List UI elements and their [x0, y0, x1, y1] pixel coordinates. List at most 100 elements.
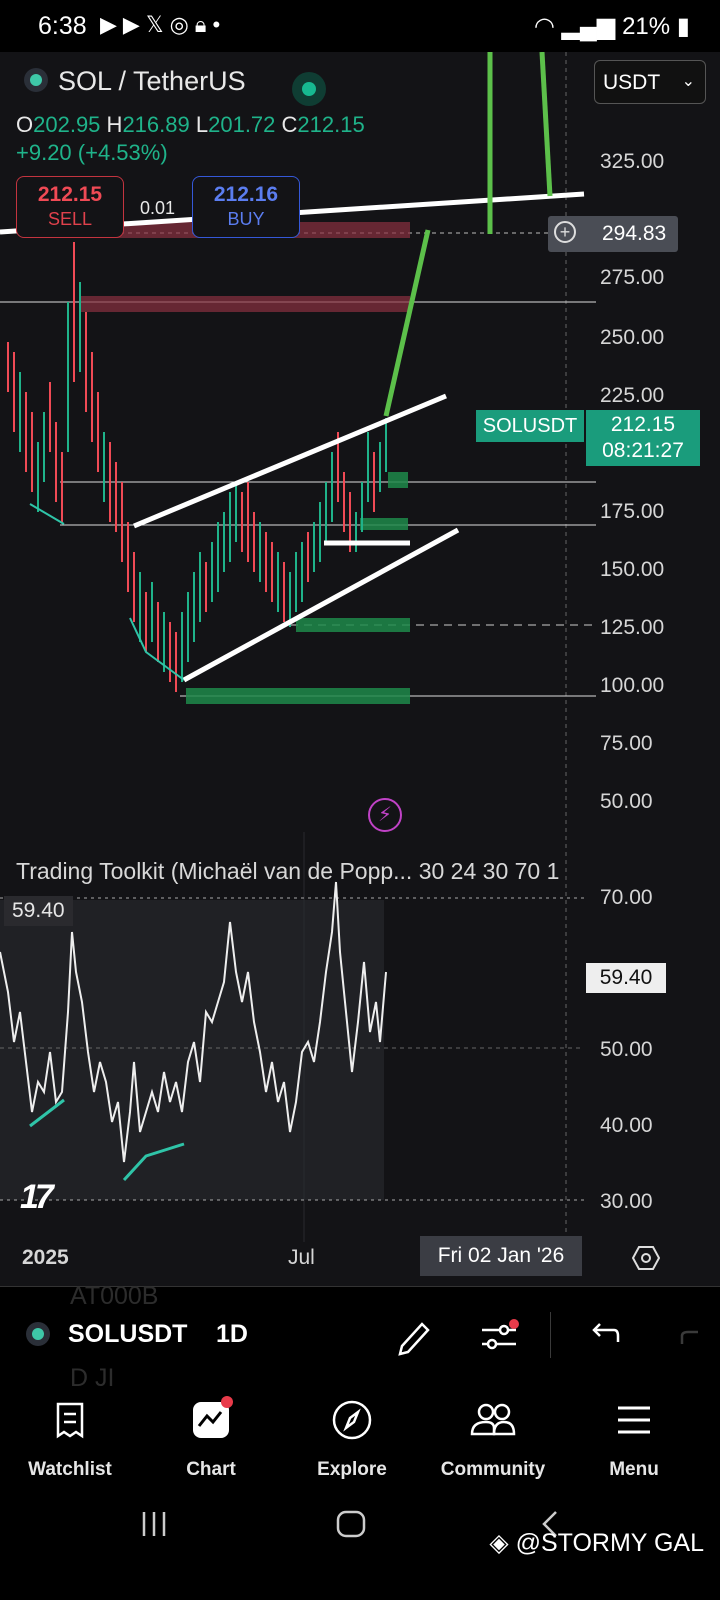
buy-price: 212.16: [213, 183, 279, 206]
indicator-last-value-tag: 59.40: [586, 963, 666, 993]
price-tick: 100.00: [600, 674, 665, 697]
watermark: ◈ @STORMY GAL: [489, 1528, 704, 1558]
channel-top[interactable]: [133, 393, 447, 529]
crosshair-price-label[interactable]: + 294.83: [548, 216, 678, 252]
ohlc-row: O202.95 H216.89 L201.72 C212.15: [16, 112, 365, 137]
indicator-value-label: 59.40: [4, 896, 73, 926]
signal-icon: ▂▄▆: [561, 13, 616, 40]
status-time: 6:38: [38, 12, 87, 40]
status-bar: 6:38 ▶▶𝕏◎🔒︎• ◠ ▂▄▆ 21% ▮: [0, 0, 720, 52]
compass-icon: [332, 1400, 372, 1440]
toolbar-divider: [550, 1312, 551, 1358]
buy-button[interactable]: 212.16 BUY: [192, 176, 300, 238]
interval-selector[interactable]: 1D: [216, 1320, 248, 1348]
community-icon: [470, 1403, 516, 1436]
price-tick: 75.00: [600, 732, 653, 755]
undo-icon[interactable]: [588, 1320, 620, 1350]
last-price: 212.15: [610, 413, 676, 436]
ghost-text: AT000B: [70, 1282, 159, 1310]
nav-watchlist[interactable]: Watchlist: [0, 1394, 140, 1481]
chevron-down-icon: ⌄: [681, 73, 695, 90]
youtube-icon: ▶: [100, 12, 123, 37]
lightning-icon[interactable]: ⚡︎: [368, 798, 402, 832]
indicator-tick: 30.00: [600, 1190, 653, 1213]
battery-percent: 21%: [622, 13, 671, 40]
chart-icon: [193, 1396, 233, 1438]
price-tick: 225.00: [600, 384, 665, 407]
crosshair-price: 294.83: [602, 222, 667, 245]
high-value: 216.89: [122, 112, 190, 137]
tradingview-logo-icon[interactable]: 17: [20, 1178, 54, 1216]
nav-community[interactable]: Community: [423, 1394, 563, 1481]
buy-label: BUY: [227, 209, 265, 229]
price-tick: 50.00: [600, 790, 653, 813]
watchlist-icon: [56, 1402, 84, 1439]
wifi-icon: ◠: [533, 13, 555, 40]
indicators-settings-icon[interactable]: [478, 1318, 522, 1354]
nav-menu[interactable]: Menu: [564, 1394, 704, 1481]
bar-countdown: 08:21:27: [602, 439, 684, 462]
watermark-text: @STORMY GAL: [515, 1529, 704, 1557]
price-tick: 250.00: [600, 326, 665, 349]
back-icon[interactable]: [538, 1508, 562, 1540]
symbol-title[interactable]: SOL / TetherUS: [58, 66, 246, 96]
redo-icon[interactable]: [678, 1322, 718, 1352]
youtube-icon: ▶: [122, 12, 146, 37]
indicator-tick: 70.00: [600, 886, 653, 909]
lock-icon: 🔒︎: [194, 12, 213, 37]
symbol-price-tag: SOLUSDT: [476, 410, 584, 442]
support-zone: [360, 518, 408, 530]
drawing-tools-pencil-icon[interactable]: [396, 1316, 432, 1356]
last-price-tag: 212.15 08:21:27: [586, 410, 700, 466]
channel-bottom[interactable]: [182, 527, 460, 683]
symbol-logo-icon: [24, 68, 48, 92]
nav-label: Chart: [186, 1459, 236, 1480]
indicator-title[interactable]: Trading Toolkit (Michaël van de Popp... …: [16, 858, 560, 884]
price-tick: 175.00: [600, 500, 665, 523]
indicator-tick: 50.00: [600, 1038, 653, 1061]
status-right: ◠ ▂▄▆ 21% ▮: [534, 12, 690, 41]
open-value: 202.95: [33, 112, 101, 137]
android-nav-bar: [0, 1486, 720, 1600]
nav-label: Watchlist: [28, 1459, 112, 1480]
quote-currency-select[interactable]: USDT ⌄: [594, 60, 706, 104]
spread-value: 0.01: [140, 198, 176, 218]
symbol-logo-icon: [26, 1322, 50, 1346]
sell-price: 212.15: [37, 183, 103, 206]
recents-icon[interactable]: [138, 1508, 172, 1540]
close-value: 212.15: [297, 112, 365, 137]
add-alert-plus-icon[interactable]: +: [554, 221, 576, 243]
menu-icon: [618, 1406, 650, 1434]
home-icon[interactable]: [334, 1508, 368, 1540]
nav-explore[interactable]: Explore: [282, 1394, 422, 1481]
nav-label: Explore: [317, 1459, 387, 1480]
support-zone: [186, 688, 410, 704]
time-axis-label: 2025: [22, 1246, 69, 1269]
binance-logo-icon: ◈: [489, 1529, 509, 1557]
projection-line[interactable]: [539, 52, 553, 197]
messenger-icon: ◎: [169, 12, 195, 37]
chart-settings-icon[interactable]: [632, 1244, 660, 1272]
sell-button[interactable]: 212.15 SELL: [16, 176, 124, 238]
change-value: +9.20 (+4.53%): [16, 140, 168, 165]
market-open-indicator-icon: [292, 72, 326, 106]
status-app-icons: ▶▶𝕏◎🔒︎•: [100, 12, 226, 38]
nav-label: Community: [440, 1459, 546, 1480]
sell-label: SELL: [47, 209, 93, 229]
chart-canvas[interactable]: [0, 52, 720, 1286]
time-axis-label: Jul: [288, 1246, 315, 1269]
oscillator-line: [0, 881, 387, 1163]
dot-icon: •: [212, 12, 227, 37]
quote-currency-value: USDT: [603, 71, 661, 94]
projection-line[interactable]: [383, 229, 431, 417]
x-icon: 𝕏: [145, 12, 170, 37]
price-tick: 275.00: [600, 266, 665, 289]
battery-icon: ▮: [676, 13, 690, 40]
price-tick: 150.00: [600, 558, 665, 581]
low-value: 201.72: [208, 112, 276, 137]
nav-label: Menu: [609, 1459, 659, 1480]
nav-chart[interactable]: Chart: [141, 1394, 281, 1481]
price-tick: 325.00: [600, 150, 665, 173]
indicator-tick: 40.00: [600, 1114, 653, 1137]
symbol-selector[interactable]: SOLUSDT: [68, 1320, 188, 1348]
